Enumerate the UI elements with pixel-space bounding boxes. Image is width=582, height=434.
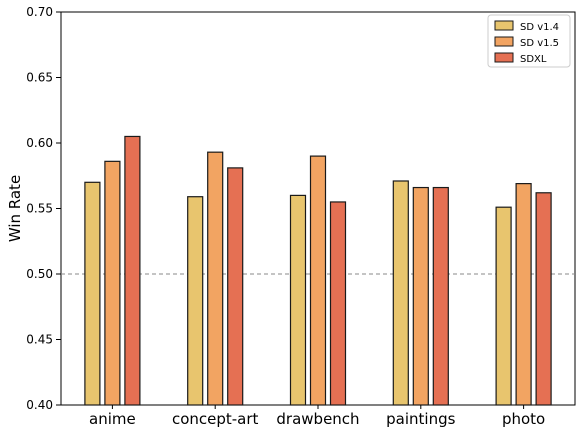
legend-swatch	[494, 52, 514, 63]
y-tick-label: 0.45	[26, 333, 53, 347]
bar-sdxl-paintings	[432, 186, 449, 406]
y-tick-label: 0.60	[26, 136, 53, 150]
x-tick-label: concept-art	[172, 410, 259, 428]
y-axis-label: Win Rate	[6, 175, 24, 242]
bar-sd-v1-5-drawbench	[309, 155, 327, 406]
x-tick-label: drawbench	[276, 410, 359, 428]
bar-sd-v1-5-photo	[515, 183, 532, 406]
y-tick-label: 0.70	[26, 5, 53, 19]
bar-sdxl-photo	[535, 192, 552, 406]
bar-sd-v1-4-concept-art	[187, 196, 204, 406]
legend-swatch	[494, 36, 514, 47]
legend: SD v1.4 SD v1.5 SDXL	[487, 14, 571, 68]
y-tick-label: 0.65	[26, 71, 53, 85]
bar-sd-v1-5-concept-art	[207, 151, 224, 406]
y-tick-label: 0.40	[26, 398, 53, 412]
legend-label: SD v1.5	[520, 38, 559, 49]
x-tick-label: paintings	[386, 410, 455, 428]
bar-sd-v1-4-anime	[84, 181, 101, 406]
bar-sd-v1-4-paintings	[392, 180, 409, 406]
bar-sdxl-drawbench	[329, 201, 347, 406]
axes-layer: 0.40 0.45 0.50 0.55 0.60 0.65 0.70 anime concept…	[26, 5, 545, 428]
legend-label: SD v1.4	[520, 22, 559, 33]
bar-sd-v1-4-drawbench	[289, 194, 307, 406]
bar-sd-v1-5-paintings	[412, 186, 429, 406]
y-tick-label: 0.50	[26, 267, 53, 281]
bar-sdxl-anime	[124, 135, 141, 406]
legend-swatch	[494, 20, 514, 31]
y-tick-label: 0.55	[26, 202, 53, 216]
x-tick-label: photo	[502, 410, 545, 428]
bar-sd-v1-4-photo	[495, 206, 512, 406]
bar-sdxl-concept-art	[227, 167, 244, 406]
x-tick-label: anime	[89, 410, 136, 428]
legend-label: SDXL	[520, 54, 547, 65]
bar-sd-v1-5-anime	[104, 160, 121, 406]
